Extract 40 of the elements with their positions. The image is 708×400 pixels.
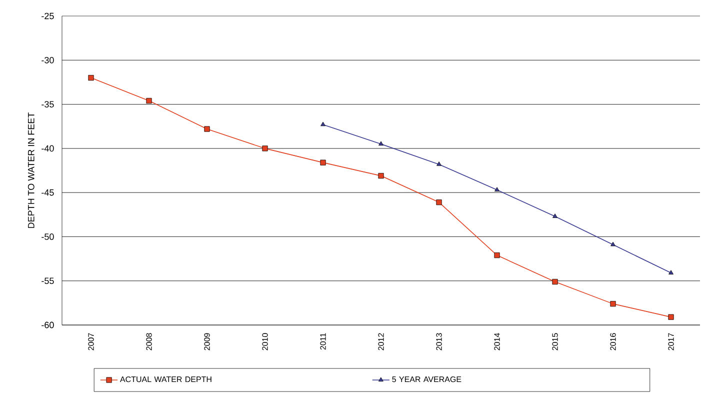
legend-label: 5 YEAR AVERAGE [392,376,462,382]
legend-label: ACTUAL WATER DEPTH [120,376,212,382]
point [378,141,384,146]
y-tick-label: -40 [42,145,54,152]
point [378,173,384,179]
y-axis-title: DEPTH TO WATER IN FEET [28,112,34,228]
point [610,301,616,307]
point [204,126,210,132]
point [552,214,558,218]
point [552,278,558,285]
point [494,187,500,192]
y-tick-label: -55 [42,278,54,284]
y-tick-label: -60 [42,322,54,328]
x-tick-label: 2017 [668,333,674,350]
x-tick-label: 2016 [610,333,616,350]
y-tick-label: -35 [42,101,54,108]
y-tick-label: -30 [42,56,54,64]
point [146,98,152,104]
point [668,314,674,320]
y-tick-label: -45 [42,189,54,196]
x-tick-label: 2013 [436,333,442,350]
point [320,160,326,166]
x-tick-label: 2007 [88,333,94,350]
x-tick-label: 2015 [552,333,558,350]
point [436,199,442,206]
point [494,252,500,258]
point [88,75,94,81]
x-tick-label: 2008 [146,333,152,350]
y-tick-label: -25 [42,12,54,20]
x-tick-label: 2014 [494,333,500,350]
y-tick-label: -50 [42,234,54,240]
point [610,242,616,246]
point [668,270,674,274]
x-tick-label: 2012 [378,333,384,350]
point [436,162,442,166]
x-tick-label: 2010 [262,333,268,350]
point [262,146,268,152]
point [320,122,326,126]
x-tick-label: 2011 [320,333,326,350]
x-tick-label: 2009 [204,333,210,350]
